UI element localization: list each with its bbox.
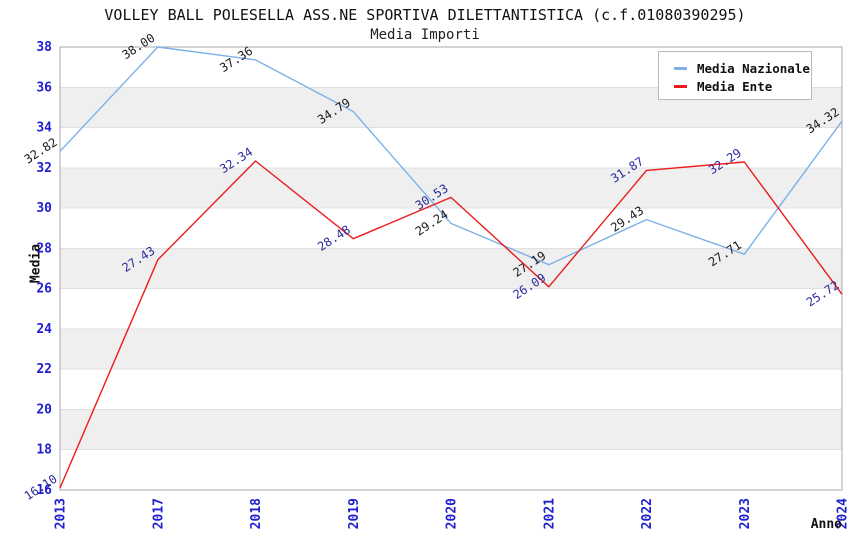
chart-title: VOLLEY BALL POLESELLA ASS.NE SPORTIVA DI… [104, 6, 746, 24]
x-tick-label: 2017 [151, 498, 166, 529]
grid-band [60, 409, 842, 450]
data-label: 38.00 [119, 31, 157, 62]
legend-label: Media Ente [697, 78, 773, 94]
x-tick-label: 2013 [54, 498, 69, 529]
series-line-ente [59, 160, 843, 489]
grid-band [60, 328, 842, 370]
x-tick-label: 2021 [542, 498, 557, 529]
x-tick-label: 2020 [445, 498, 460, 529]
y-tick-label: 30 [36, 201, 52, 216]
series-line-nazionale [59, 46, 843, 266]
legend: Media Nazionale Media Ente [658, 51, 812, 100]
x-tick-label: 2023 [738, 498, 753, 529]
x-axis-label: Anno [810, 517, 842, 532]
grid-band [60, 167, 842, 209]
grid-band [60, 248, 842, 289]
x-tick-label: 2018 [249, 498, 264, 529]
y-tick-label: 38 [36, 40, 52, 55]
plot-border [59, 46, 843, 491]
x-tick-label: 2019 [347, 498, 362, 529]
y-tick-label: 34 [36, 121, 52, 136]
y-tick-label: 18 [36, 443, 52, 458]
y-tick-label: 24 [36, 322, 52, 337]
y-tick-label: 16 [36, 483, 52, 498]
y-tick-label: 20 [36, 402, 52, 417]
y-axis-label: Media [28, 243, 44, 284]
legend-item-ente: Media Ente [674, 77, 811, 95]
y-tick-label: 28 [36, 241, 52, 256]
y-tick-label: 26 [36, 282, 52, 297]
legend-swatch-icon [674, 84, 687, 88]
y-tick-label: 36 [36, 80, 52, 95]
x-tick-label: 2022 [640, 498, 655, 529]
chart-subtitle: Media Importi [370, 27, 480, 43]
x-tick-label: 2024 [836, 498, 850, 529]
legend-item-nazionale: Media Nazionale [674, 59, 811, 77]
legend-swatch-icon [674, 66, 687, 70]
y-tick-label: 32 [36, 161, 52, 176]
legend-label: Media Nazionale [697, 60, 810, 76]
y-tick-label: 22 [36, 362, 52, 377]
